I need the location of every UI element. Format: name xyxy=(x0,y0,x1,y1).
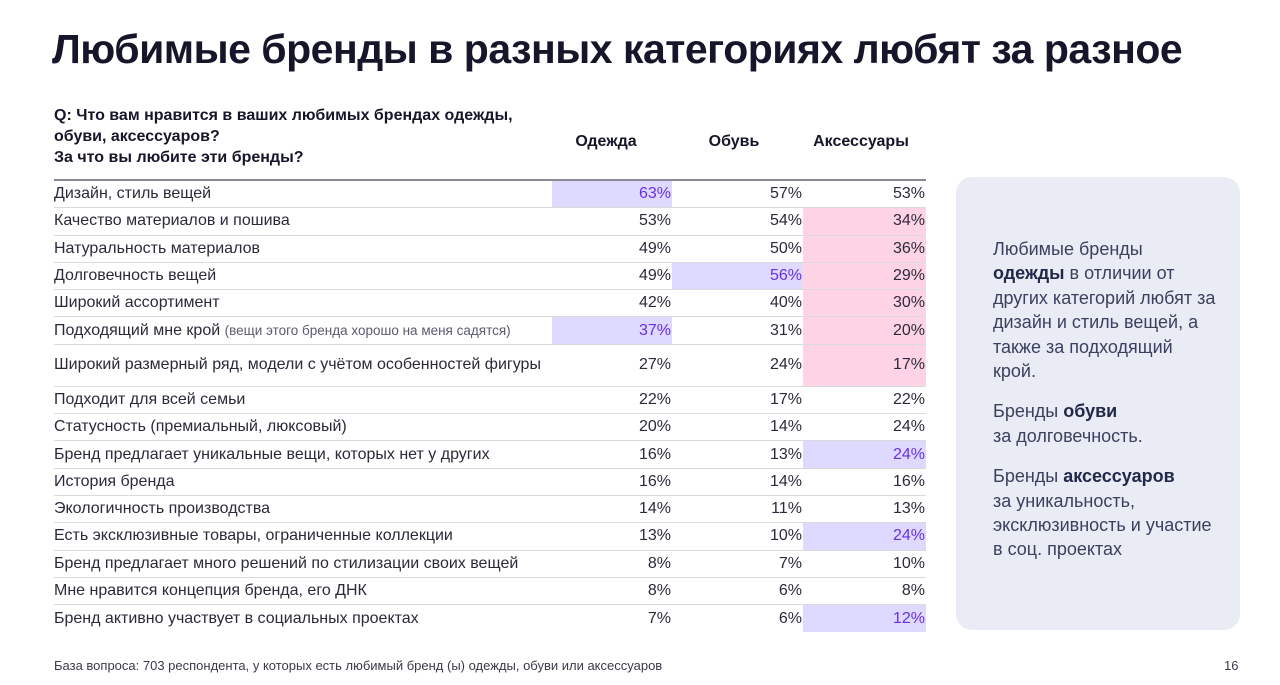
table-row: Подходящий мне крой (вещи этого бренда х… xyxy=(54,317,926,345)
value-clothes: 22% xyxy=(638,390,671,408)
row-label: Качество материалов и пошива xyxy=(54,212,290,230)
table-row: Широкий ассортимент 42% 40% 30% xyxy=(54,290,926,318)
value-accessories: 17% xyxy=(803,344,926,386)
table-row: Широкий размерный ряд, модели с учётом о… xyxy=(54,344,926,387)
table-row: Долговечность вещей 49% 56% 29% xyxy=(54,262,926,291)
table-row: Статусность (премиальный, люксовый) 20% 14… xyxy=(54,414,926,442)
value-clothes: 8% xyxy=(647,554,671,572)
survey-question: Q: Что вам нравится в ваших любимых брен… xyxy=(54,105,554,168)
value-shoes: 13% xyxy=(769,445,802,463)
value-accessories: 24% xyxy=(803,441,926,468)
row-label: Бренд предлагает уникальные вещи, которы… xyxy=(54,445,490,463)
value-clothes: 20% xyxy=(638,418,671,436)
value-clothes: 27% xyxy=(638,356,671,374)
value-accessories: 13% xyxy=(892,500,925,518)
question-line-1: Q: Что вам нравится в ваших любимых брен… xyxy=(54,107,513,124)
value-clothes: 8% xyxy=(647,582,671,599)
value-shoes: 14% xyxy=(769,472,802,490)
summary-clothes: Любимые бренды одежды в отличии от других… xyxy=(993,239,1216,382)
row-label: Широкий размерный ряд, модели с учётом о… xyxy=(54,356,541,374)
value-shoes: 6% xyxy=(778,582,802,599)
value-accessories: 8% xyxy=(901,582,925,599)
value-accessories: 53% xyxy=(892,185,925,203)
value-accessories: 36% xyxy=(803,235,926,262)
page-title: Любимые бренды в разных категориях любят… xyxy=(52,26,1183,72)
value-clothes: 16% xyxy=(638,445,671,463)
row-label: Дизайн, стиль вещей xyxy=(54,185,212,203)
value-accessories: 20% xyxy=(803,317,926,344)
row-label: Подходит для всей семьи xyxy=(54,390,246,408)
value-shoes: 50% xyxy=(769,239,802,257)
row-label: Подходящий мне крой (вещи этого бренда х… xyxy=(54,321,511,339)
value-shoes: 7% xyxy=(778,554,802,572)
summary-accessories: Бренды аксессуаров за уникальность, экскл… xyxy=(993,466,1212,560)
row-label: Бренд активно участвует в социальных про… xyxy=(54,609,419,627)
value-shoes: 14% xyxy=(769,418,802,436)
value-shoes: 10% xyxy=(769,527,802,545)
page-number: 16 xyxy=(1224,658,1239,673)
value-shoes: 11% xyxy=(771,500,802,518)
value-shoes: 54% xyxy=(769,212,802,230)
value-clothes: 49% xyxy=(638,239,671,257)
value-clothes: 16% xyxy=(638,472,671,490)
value-accessories: 22% xyxy=(892,390,925,408)
question-line-2: обуви, аксессуаров? xyxy=(54,128,220,145)
column-header-clothes: Одежда xyxy=(575,133,637,150)
value-shoes: 24% xyxy=(769,356,802,374)
row-label: Статусность (премиальный, люксовый) xyxy=(54,418,347,436)
value-accessories: 12% xyxy=(803,605,926,633)
value-clothes: 13% xyxy=(638,527,671,545)
table-row: Бренд активно участвует в социальных про… xyxy=(54,605,926,633)
value-shoes: 40% xyxy=(769,294,802,312)
value-clothes: 42% xyxy=(638,294,671,312)
row-label: Натуральность материалов xyxy=(54,239,260,257)
row-label: История бренда xyxy=(54,472,175,490)
value-accessories: 10% xyxy=(892,554,925,572)
table-row: Подходит для всей семьи 22% 17% 22% xyxy=(54,387,926,415)
value-accessories: 29% xyxy=(803,262,926,290)
value-clothes: 7% xyxy=(647,609,671,627)
value-shoes: 17% xyxy=(769,390,802,408)
column-header-accessories: Аксессуары xyxy=(813,133,909,150)
value-accessories: 34% xyxy=(803,208,926,235)
table-row: Дизайн, стиль вещей 63% 57% 53% xyxy=(54,181,926,209)
value-accessories: 30% xyxy=(803,290,926,317)
results-table: Дизайн, стиль вещей 63% 57% 53% Качество мат… xyxy=(54,181,926,633)
row-label: Широкий ассортимент xyxy=(54,294,220,312)
value-shoes: 57% xyxy=(769,185,802,203)
table-row: Бренд предлагает много решений по стилиз… xyxy=(54,551,926,578)
table-row: Мне нравится концепция бренда, его ДНК 8%… xyxy=(54,578,926,606)
value-shoes: 6% xyxy=(778,609,802,627)
value-clothes: 37% xyxy=(552,317,672,344)
table-header-divider xyxy=(54,179,926,181)
table-row: История бренда 16% 14% 16% xyxy=(54,469,926,496)
value-clothes: 14% xyxy=(638,500,671,518)
column-header-shoes: Обувь xyxy=(708,133,760,150)
row-label: Есть эксклюзивные товары, ограниченные к… xyxy=(54,527,453,545)
footnote-base: База вопроса: 703 респондента, у которых… xyxy=(54,658,663,673)
row-label: Экологичность производства xyxy=(54,500,271,518)
value-shoes: 56% xyxy=(672,262,803,290)
value-accessories: 16% xyxy=(892,472,925,490)
row-label: Мне нравится концепция бренда, его ДНК xyxy=(54,582,367,599)
row-label: Долговечность вещей xyxy=(54,267,217,285)
value-accessories: 24% xyxy=(892,418,925,436)
summary-panel: Любимые бренды одежды в отличии от других… xyxy=(956,177,1240,630)
table-row: Экологичность производства 14% 11% 13% xyxy=(54,496,926,524)
table-row: Есть эксклюзивные товары, ограниченные к… xyxy=(54,523,926,551)
value-accessories: 24% xyxy=(803,523,926,550)
table-row: Бренд предлагает уникальные вещи, которы… xyxy=(54,441,926,469)
question-line-3: За что вы любите эти бренды? xyxy=(54,149,304,166)
row-label: Бренд предлагает много решений по стилиз… xyxy=(54,554,519,572)
table-row: Качество материалов и пошива 53% 54% 34% xyxy=(54,208,926,236)
value-shoes: 31% xyxy=(769,321,802,339)
summary-shoes: Бренды обуви за долговечность. xyxy=(993,401,1143,446)
value-clothes: 53% xyxy=(638,212,671,230)
value-clothes: 49% xyxy=(638,267,671,285)
table-row: Натуральность материалов 49% 50% 36% xyxy=(54,235,926,263)
value-clothes: 63% xyxy=(552,181,672,208)
row-note: (вещи этого бренда хорошо на меня садятс… xyxy=(224,322,511,338)
